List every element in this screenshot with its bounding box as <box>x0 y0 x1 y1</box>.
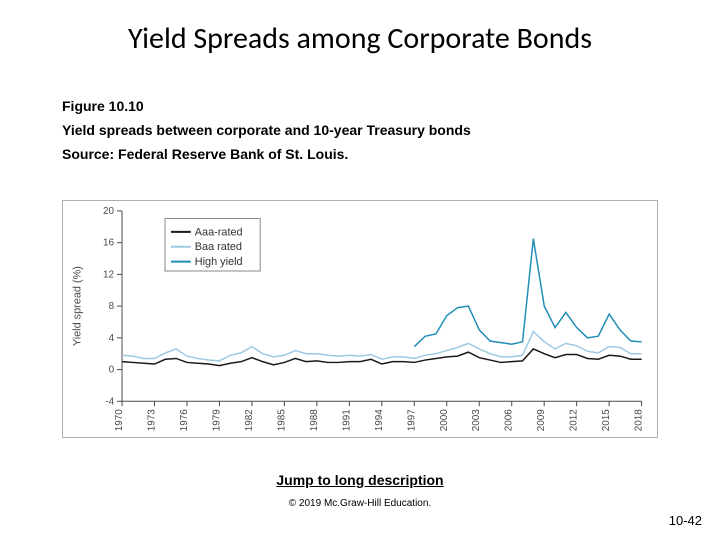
svg-text:0: 0 <box>109 365 115 376</box>
svg-text:1988: 1988 <box>309 409 320 432</box>
jump-to-description-link[interactable]: Jump to long description <box>276 472 443 488</box>
svg-text:16: 16 <box>103 238 115 249</box>
svg-text:Baa rated: Baa rated <box>195 241 242 253</box>
svg-text:1982: 1982 <box>244 409 255 432</box>
chart-svg: -4 0 4 8 12 16 20 1970 1973 1976 1979 1982 1985 1988 1… <box>63 201 657 437</box>
svg-text:8: 8 <box>109 301 115 312</box>
svg-text:Yield spread (%): Yield spread (%) <box>71 266 83 346</box>
copyright-text: © 2019 Mc.Graw-Hill Education. <box>0 498 720 509</box>
slide: Yield Spreads among Corporate Bonds Figu… <box>0 0 720 540</box>
svg-text:1985: 1985 <box>276 409 287 432</box>
svg-text:2015: 2015 <box>601 409 612 432</box>
svg-text:1976: 1976 <box>179 409 190 432</box>
figure-source: Source: Federal Reserve Bank of St. Loui… <box>62 143 662 167</box>
svg-text:Aaa-rated: Aaa-rated <box>195 226 243 238</box>
svg-text:2012: 2012 <box>569 409 580 432</box>
svg-text:1970: 1970 <box>114 409 125 432</box>
svg-text:High yield: High yield <box>195 256 243 268</box>
svg-text:1994: 1994 <box>374 409 385 432</box>
figure-label: Figure 10.10 <box>62 95 662 119</box>
svg-text:2006: 2006 <box>504 409 515 432</box>
svg-text:2018: 2018 <box>634 409 645 432</box>
svg-text:1991: 1991 <box>341 409 352 432</box>
svg-text:4: 4 <box>109 333 115 344</box>
svg-text:1973: 1973 <box>146 409 157 432</box>
svg-text:1979: 1979 <box>211 409 222 432</box>
figure-caption: Yield spreads between corporate and 10-y… <box>62 119 662 143</box>
svg-text:12: 12 <box>103 269 115 280</box>
svg-text:-4: -4 <box>105 396 114 407</box>
page-title: Yield Spreads among Corporate Bonds <box>0 20 720 57</box>
yield-spread-chart: -4 0 4 8 12 16 20 1970 1973 1976 1979 1982 1985 1988 1… <box>62 200 658 438</box>
svg-text:20: 20 <box>103 206 115 217</box>
svg-text:2003: 2003 <box>471 409 482 432</box>
page-number: 10-42 <box>669 513 702 528</box>
svg-text:2000: 2000 <box>439 409 450 432</box>
figure-meta: Figure 10.10 Yield spreads between corpo… <box>62 95 662 166</box>
svg-text:2009: 2009 <box>536 409 547 432</box>
jump-link-container: Jump to long description <box>0 472 720 488</box>
svg-text:1997: 1997 <box>406 409 417 432</box>
